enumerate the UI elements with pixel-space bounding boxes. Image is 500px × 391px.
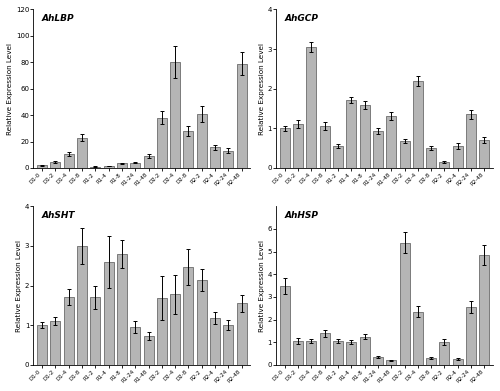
Text: AhGCP: AhGCP [285,14,319,23]
Bar [197,114,206,168]
Bar [453,146,463,168]
Bar [50,162,60,168]
Bar [280,285,290,365]
Bar [236,303,246,365]
Y-axis label: Relative Expression Level: Relative Expression Level [16,240,22,332]
Bar [386,361,396,365]
Bar [386,116,396,168]
Y-axis label: Relative Expression Level: Relative Expression Level [258,43,264,135]
Bar [197,280,206,365]
Bar [184,267,194,365]
Bar [130,327,140,365]
Bar [306,47,316,168]
Bar [77,138,87,168]
Bar [157,298,167,365]
Bar [320,333,330,365]
Bar [346,100,356,168]
Bar [157,118,167,168]
Bar [210,318,220,365]
Bar [37,325,47,365]
Bar [117,254,127,365]
Bar [413,312,423,365]
Bar [37,165,47,168]
Bar [170,294,180,365]
Bar [453,359,463,365]
Bar [440,342,450,365]
Text: AhSHT: AhSHT [42,211,76,220]
Bar [210,147,220,168]
Bar [144,336,154,365]
Bar [333,341,343,365]
Bar [466,307,476,365]
Bar [426,358,436,365]
Bar [440,162,450,168]
Bar [400,242,409,365]
Bar [104,262,114,365]
Bar [320,126,330,168]
Bar [144,156,154,168]
Bar [104,166,114,168]
Bar [373,131,383,168]
Y-axis label: Relative Expression Level: Relative Expression Level [258,240,264,332]
Bar [130,163,140,168]
Bar [184,131,194,168]
Bar [280,128,290,168]
Bar [224,151,234,168]
Bar [360,337,370,365]
Text: AhHSP: AhHSP [285,211,319,220]
Bar [117,163,127,168]
Bar [400,141,409,168]
Bar [224,325,234,365]
Bar [480,140,490,168]
Y-axis label: Relative Expression Level: Relative Expression Level [7,43,13,135]
Bar [360,104,370,168]
Text: AhLBP: AhLBP [42,14,74,23]
Bar [50,321,60,365]
Bar [293,124,303,168]
Bar [346,342,356,365]
Bar [170,62,180,168]
Bar [77,246,87,365]
Bar [373,357,383,365]
Bar [333,146,343,168]
Bar [426,148,436,168]
Bar [413,81,423,168]
Bar [236,64,246,168]
Bar [480,255,490,365]
Bar [64,154,74,168]
Bar [466,115,476,168]
Bar [90,167,101,168]
Bar [293,341,303,365]
Bar [64,297,74,365]
Bar [306,341,316,365]
Bar [90,298,101,365]
